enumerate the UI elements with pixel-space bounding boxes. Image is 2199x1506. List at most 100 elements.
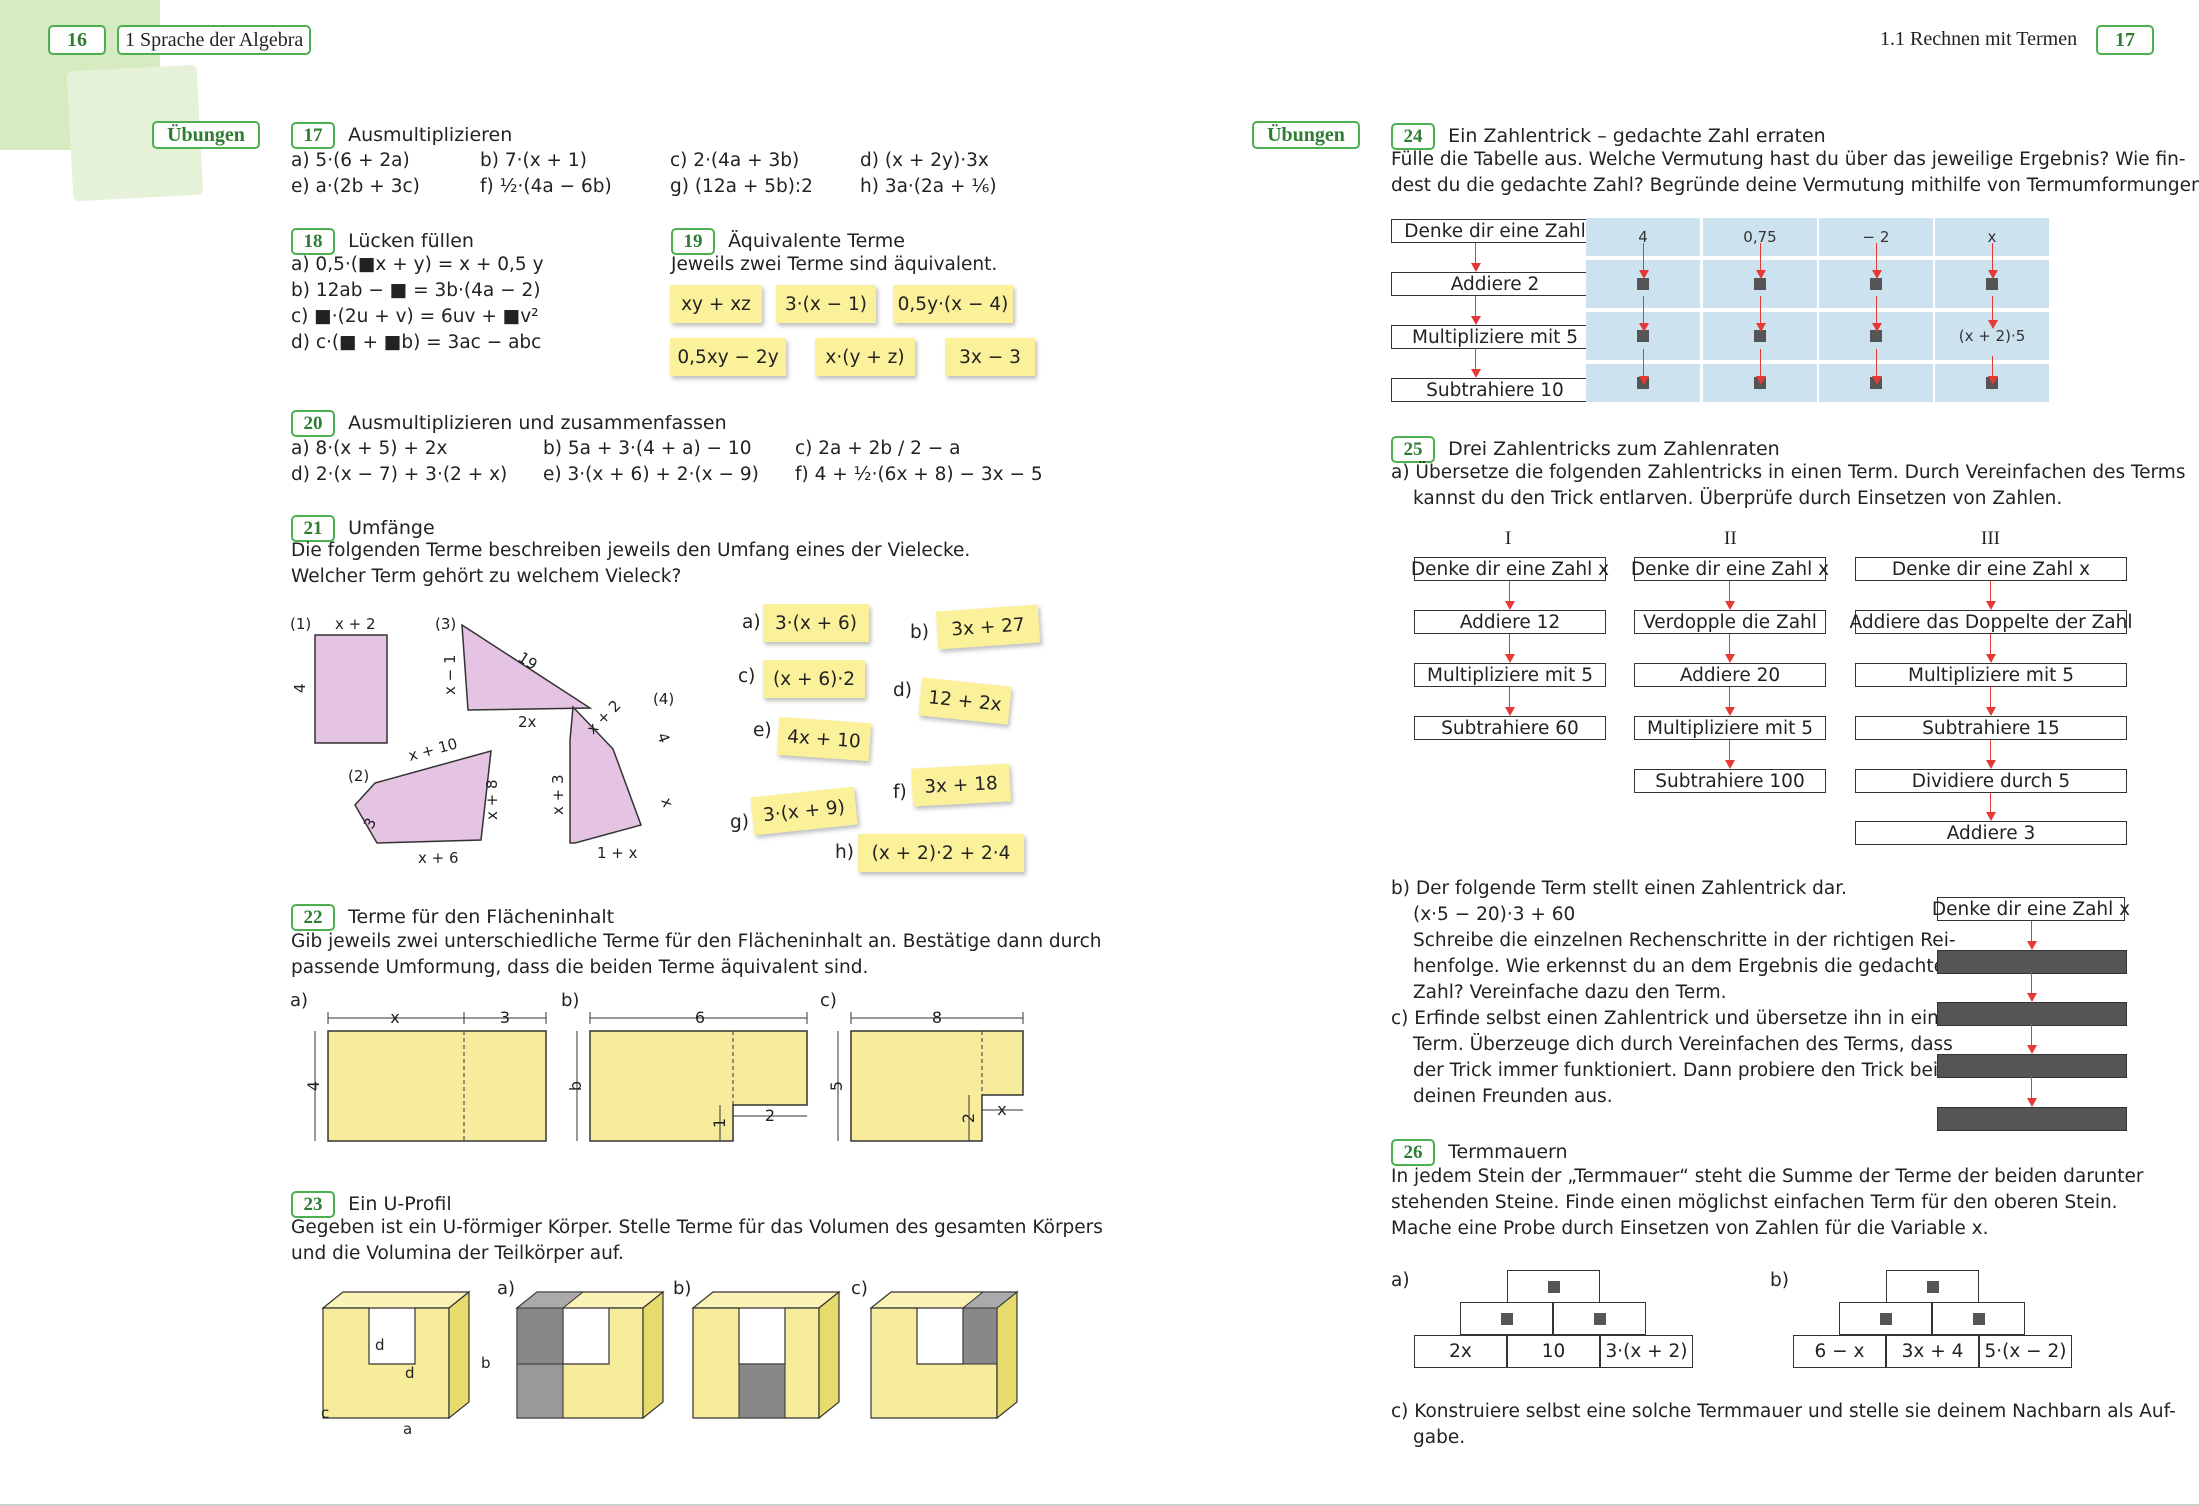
flow-step: Addiere 2 [1391,272,1599,296]
dimension-label: 5 [827,1081,846,1091]
exercise-number: 24 [1391,123,1435,150]
table-arrow [1760,349,1761,381]
exercise-24: 24 Ein Zahlentrick – gedachte Zahl errat… [1391,123,1826,150]
shape-label: x − 1 [441,654,459,695]
flow-arrow [2031,921,2032,941]
table-arrow [1876,243,1877,275]
flow-arrow-head [1505,601,1515,610]
flow-arrow-head [1986,812,1996,821]
ex21-text: Welcher Term gehört zu welchem Vieleck? [291,566,682,587]
ex26-c-text: gabe. [1413,1427,1466,1448]
table-arrow-head [1988,320,1998,329]
flow-arrow [1475,296,1476,316]
table-arrow [1760,243,1761,275]
flow-arrow-head [1986,601,1996,610]
flow-arrow-head [1505,707,1515,716]
ex19-text: Jeweils zwei Terme sind äquivalent. [671,254,998,275]
figure-label: b) [673,1278,691,1299]
ex25-b-text: henfolge. Wie erkennst du an dem Ergebni… [1413,956,1946,977]
shape-label: x + 3 [549,774,567,815]
ex25-c-text: deinen Freunden aus. [1413,1086,1613,1107]
dimension-label: 4 [304,1081,323,1091]
card-letter: a) [742,612,761,633]
term-card: 3x − 3 [945,338,1035,376]
shape-label: 1 + x [597,844,638,862]
flow-step: Multipliziere mit 5 [1414,663,1606,687]
table-arrow-head [1756,270,1766,279]
wall-brick-middle [1460,1302,1553,1335]
flow-arrow-head [2027,1045,2037,1054]
hidden-step-bar [1937,1054,2127,1078]
flow-step: Denke dir eine Zahl [1391,219,1599,243]
wall-brick-top [1507,1270,1600,1303]
ex17-item: b) 7·(x + 1) [480,150,587,171]
flow-arrow-head [1986,654,1996,663]
wall-brick-bottom: 3x + 4 [1886,1335,1979,1368]
term-card: xy + xz [670,285,762,323]
shape-label: (2) [348,767,369,785]
ex22-text: Gib jeweils zwei unterschiedliche Terme … [291,931,1102,952]
hidden-step-bar [1937,950,2127,974]
ex26-text: In jedem Stein der „Termmauer“ steht die… [1391,1166,2144,1187]
exercise-22: 22 Terme für den Flächeninhalt [291,904,614,931]
flow-arrow [1509,634,1510,654]
flow-arrow [1729,581,1730,601]
wall-brick-middle [1553,1302,1646,1335]
ex25-text: a) Übersetze die folgenden Zahlentricks … [1391,462,2186,483]
dimension-label: 2 [959,1113,978,1123]
card-letter: h) [835,842,854,863]
exercise-title: Ein Zahlentrick – gedachte Zahl erraten [1448,125,1826,147]
flow-arrow-head [1725,601,1735,610]
flow-arrow [1990,740,1991,760]
ex17-item: e) a·(2b + 3c) [291,176,420,197]
shape-label: 4 [653,730,673,745]
flow-arrow [1475,349,1476,369]
exercise-26: 26 Termmauern [1391,1139,1568,1166]
term-card: 3x + 27 [935,604,1041,650]
ex25-c-text: der Trick immer funktioniert. Dann probi… [1413,1060,1939,1081]
exercise-19: 19 Äquivalente Terme [671,228,905,255]
exercise-number: 20 [291,410,335,437]
flow-arrow [1729,740,1730,760]
ex24-text: Fülle die Tabelle aus. Welche Vermutung … [1391,149,2186,170]
ex26-c-text: c) Konstruiere selbst eine solche Termma… [1391,1401,2176,1422]
exercise-number: 21 [291,515,335,542]
ex17-item: h) 3a·(2a + ⅙) [860,176,997,197]
page-bottom-line [0,1504,2199,1506]
flow-arrow [1990,687,1991,707]
flow-step: Addiere 3 [1855,821,2127,845]
ex20-item: e) 3·(x + 6) + 2·(x − 9) [543,464,759,485]
exercise-number: 23 [291,1191,335,1218]
flow-arrow-head [1725,760,1735,769]
term-card: 3x + 18 [911,763,1011,807]
uebungen-label-right: Übungen [1252,121,1360,149]
table-arrow-head [1639,376,1649,385]
flow-arrow-head [2027,993,2037,1002]
card-letter: c) [738,666,756,687]
ex23-text: und die Volumina der Teilkörper auf. [291,1243,624,1264]
ex17-item: a) 5·(6 + 2a) [291,150,410,171]
flow-arrow-head [1471,263,1481,272]
figure-label: a) [290,990,308,1011]
section-title: 1.1 Rechnen mit Termen [1880,28,2078,50]
exercise-20: 20 Ausmultiplizieren und zusammenfassen [291,410,727,437]
flow-arrow [1729,634,1730,654]
table-arrow [1992,356,1993,381]
page-number-left: 16 [48,25,106,55]
shape-4 [569,705,642,844]
trick-label: III [1981,528,2000,549]
wall-brick-bottom: 10 [1507,1335,1600,1368]
dimension-label: 3 [500,1008,510,1027]
table-arrow-head [1988,270,1998,279]
flow-arrow [1475,243,1476,263]
card-letter: d) [893,680,912,701]
wall-brick-bottom: 6 − x [1793,1335,1886,1368]
figure-label: c) [820,990,837,1011]
flow-arrow-head [1505,654,1515,663]
trick-label: II [1724,528,1737,549]
ex25-b-text: Schreibe die einzelnen Rechenschritte in… [1413,930,1956,951]
flow-arrow-head [1725,707,1735,716]
table-arrow-head [1872,323,1882,332]
term-card: 3·(x + 9) [750,786,858,836]
flow-step: Addiere das Doppelte der Zahl [1849,610,2133,634]
